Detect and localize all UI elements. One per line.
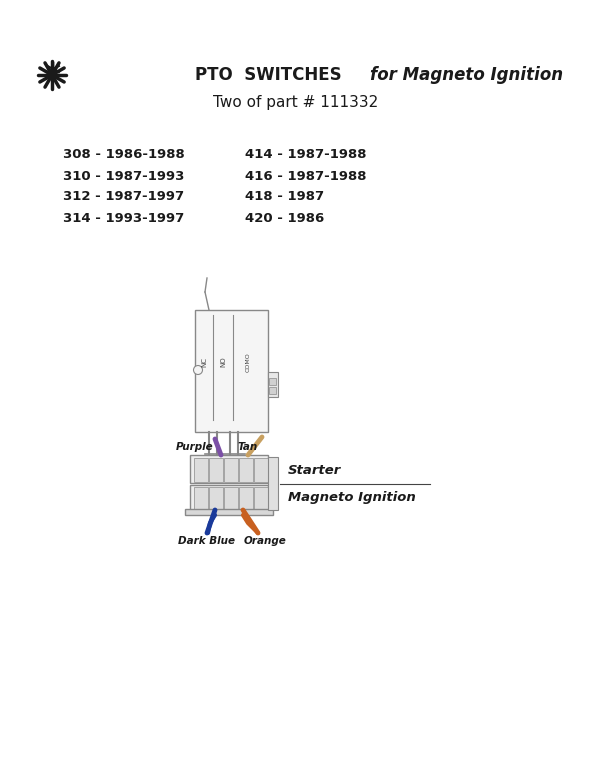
Bar xyxy=(209,458,223,482)
Bar xyxy=(239,487,253,509)
Text: NC: NC xyxy=(201,357,207,367)
Text: 418 - 1987: 418 - 1987 xyxy=(245,190,324,204)
Text: 310 - 1987-1993: 310 - 1987-1993 xyxy=(63,170,184,183)
Text: 308 - 1986-1988: 308 - 1986-1988 xyxy=(63,148,185,161)
Circle shape xyxy=(194,366,202,375)
Text: 416 - 1987-1988: 416 - 1987-1988 xyxy=(245,170,366,183)
Text: Two of part # 111332: Two of part # 111332 xyxy=(213,95,379,111)
Bar xyxy=(268,372,278,397)
Bar xyxy=(224,487,238,509)
Text: Dark Blue: Dark Blue xyxy=(178,536,235,546)
Text: Orange: Orange xyxy=(244,536,287,546)
Bar xyxy=(194,458,208,482)
Text: 420 - 1986: 420 - 1986 xyxy=(245,211,324,224)
Text: COMO: COMO xyxy=(246,352,250,372)
Text: 312 - 1987-1997: 312 - 1987-1997 xyxy=(63,190,184,204)
Text: Purple: Purple xyxy=(176,442,214,452)
Bar xyxy=(268,457,278,510)
Bar xyxy=(195,310,268,432)
Text: Tan: Tan xyxy=(238,442,258,452)
Bar xyxy=(190,485,268,510)
Bar xyxy=(239,458,253,482)
Text: Magneto Ignition: Magneto Ignition xyxy=(288,492,416,505)
Text: PTO  SWITCHES: PTO SWITCHES xyxy=(195,66,353,84)
Text: 414 - 1987-1988: 414 - 1987-1988 xyxy=(245,148,366,161)
Bar xyxy=(185,509,273,515)
Bar xyxy=(269,387,276,394)
Text: 314 - 1993-1997: 314 - 1993-1997 xyxy=(63,211,184,224)
Bar xyxy=(209,487,223,509)
Bar xyxy=(269,378,276,385)
Text: *: * xyxy=(44,61,60,90)
Text: Starter: Starter xyxy=(288,464,341,476)
Bar xyxy=(254,458,268,482)
Text: for Magneto Ignition: for Magneto Ignition xyxy=(370,66,563,84)
Bar xyxy=(224,458,238,482)
Bar xyxy=(194,487,208,509)
Bar xyxy=(254,487,268,509)
Text: NO: NO xyxy=(220,356,226,367)
Bar xyxy=(190,455,268,483)
